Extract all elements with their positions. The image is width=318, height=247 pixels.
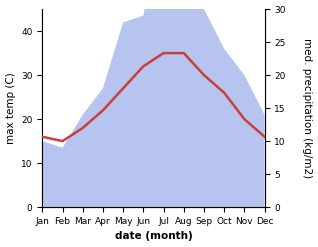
Y-axis label: med. precipitation (kg/m2): med. precipitation (kg/m2) xyxy=(302,38,313,178)
Y-axis label: max temp (C): max temp (C) xyxy=(5,72,16,144)
X-axis label: date (month): date (month) xyxy=(114,231,192,242)
